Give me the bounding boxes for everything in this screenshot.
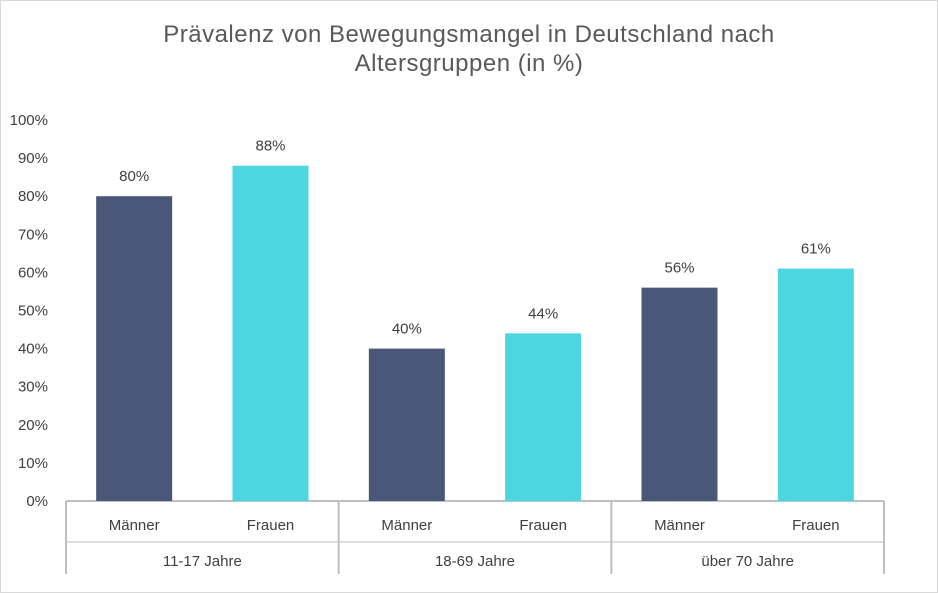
bar <box>96 196 173 501</box>
y-tick-label: 70% <box>18 226 48 243</box>
y-tick-label: 100% <box>10 112 48 129</box>
bar <box>368 348 445 501</box>
category-label: Männer <box>654 517 705 534</box>
data-label: 40% <box>392 321 422 338</box>
group-label: 11-17 Jahre <box>163 553 242 570</box>
bar <box>505 333 582 501</box>
data-label: 56% <box>664 260 694 277</box>
bar <box>777 268 854 501</box>
category-label: Frauen <box>519 517 567 534</box>
y-tick-label: 50% <box>18 303 48 320</box>
y-tick-label: 90% <box>18 150 48 167</box>
category-label: Männer <box>381 517 432 534</box>
data-label: 44% <box>528 305 558 322</box>
bar <box>232 165 309 501</box>
data-label: 80% <box>119 168 149 185</box>
group-label: über 70 Jahre <box>701 553 794 570</box>
y-tick-label: 20% <box>18 417 48 434</box>
bar <box>641 287 718 501</box>
category-label: Frauen <box>247 517 295 534</box>
category-label: Frauen <box>792 517 840 534</box>
data-label: 88% <box>255 138 285 155</box>
y-tick-label: 60% <box>18 264 48 281</box>
y-tick-label: 40% <box>18 341 48 358</box>
chart-title: Prävalenz von Bewegungsmangel in Deutsch… <box>163 21 775 77</box>
data-label: 61% <box>801 241 831 258</box>
y-tick-label: 80% <box>18 188 48 205</box>
category-label: Männer <box>109 517 160 534</box>
y-tick-label: 10% <box>18 455 48 472</box>
y-tick-label: 0% <box>26 493 48 510</box>
y-tick-label: 30% <box>18 379 48 396</box>
group-label: 18-69 Jahre <box>435 553 515 570</box>
